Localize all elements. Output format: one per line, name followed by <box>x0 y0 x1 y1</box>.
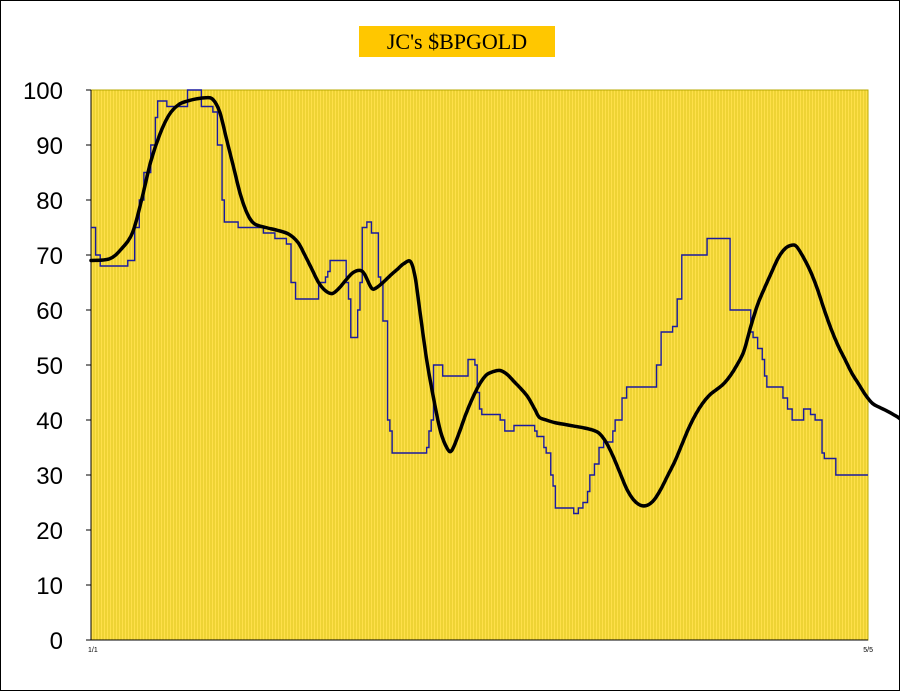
y-tick-label: 20 <box>36 518 63 545</box>
series-group <box>89 89 900 515</box>
y-tick-label: 80 <box>36 188 63 215</box>
y-tick-label: 40 <box>36 408 63 435</box>
y-tick-label: 30 <box>36 463 63 490</box>
x-axis: 1/1 5/5 <box>88 639 873 654</box>
y-tick-label: 90 <box>36 133 63 160</box>
series-line-smoothed <box>89 95 900 508</box>
y-tick-label: 0 <box>50 628 63 655</box>
x-tick-label: 1/1 <box>88 647 98 654</box>
y-tick-label: 60 <box>36 298 63 325</box>
series-line-thin <box>91 89 868 515</box>
vertical-gridlines <box>93 90 866 640</box>
y-tick-label: 70 <box>36 243 63 270</box>
chart-title: JC's $BPGOLD <box>386 29 528 54</box>
y-tick-label: 10 <box>36 573 63 600</box>
x-tick-label: 5/5 <box>863 647 873 654</box>
plot-area <box>91 90 868 640</box>
title-background <box>359 26 555 57</box>
y-tick-label: 100 <box>23 78 63 105</box>
y-tick-label: 50 <box>36 353 63 380</box>
y-axis: 0 10 20 30 40 50 60 70 80 90 100 <box>23 78 92 655</box>
